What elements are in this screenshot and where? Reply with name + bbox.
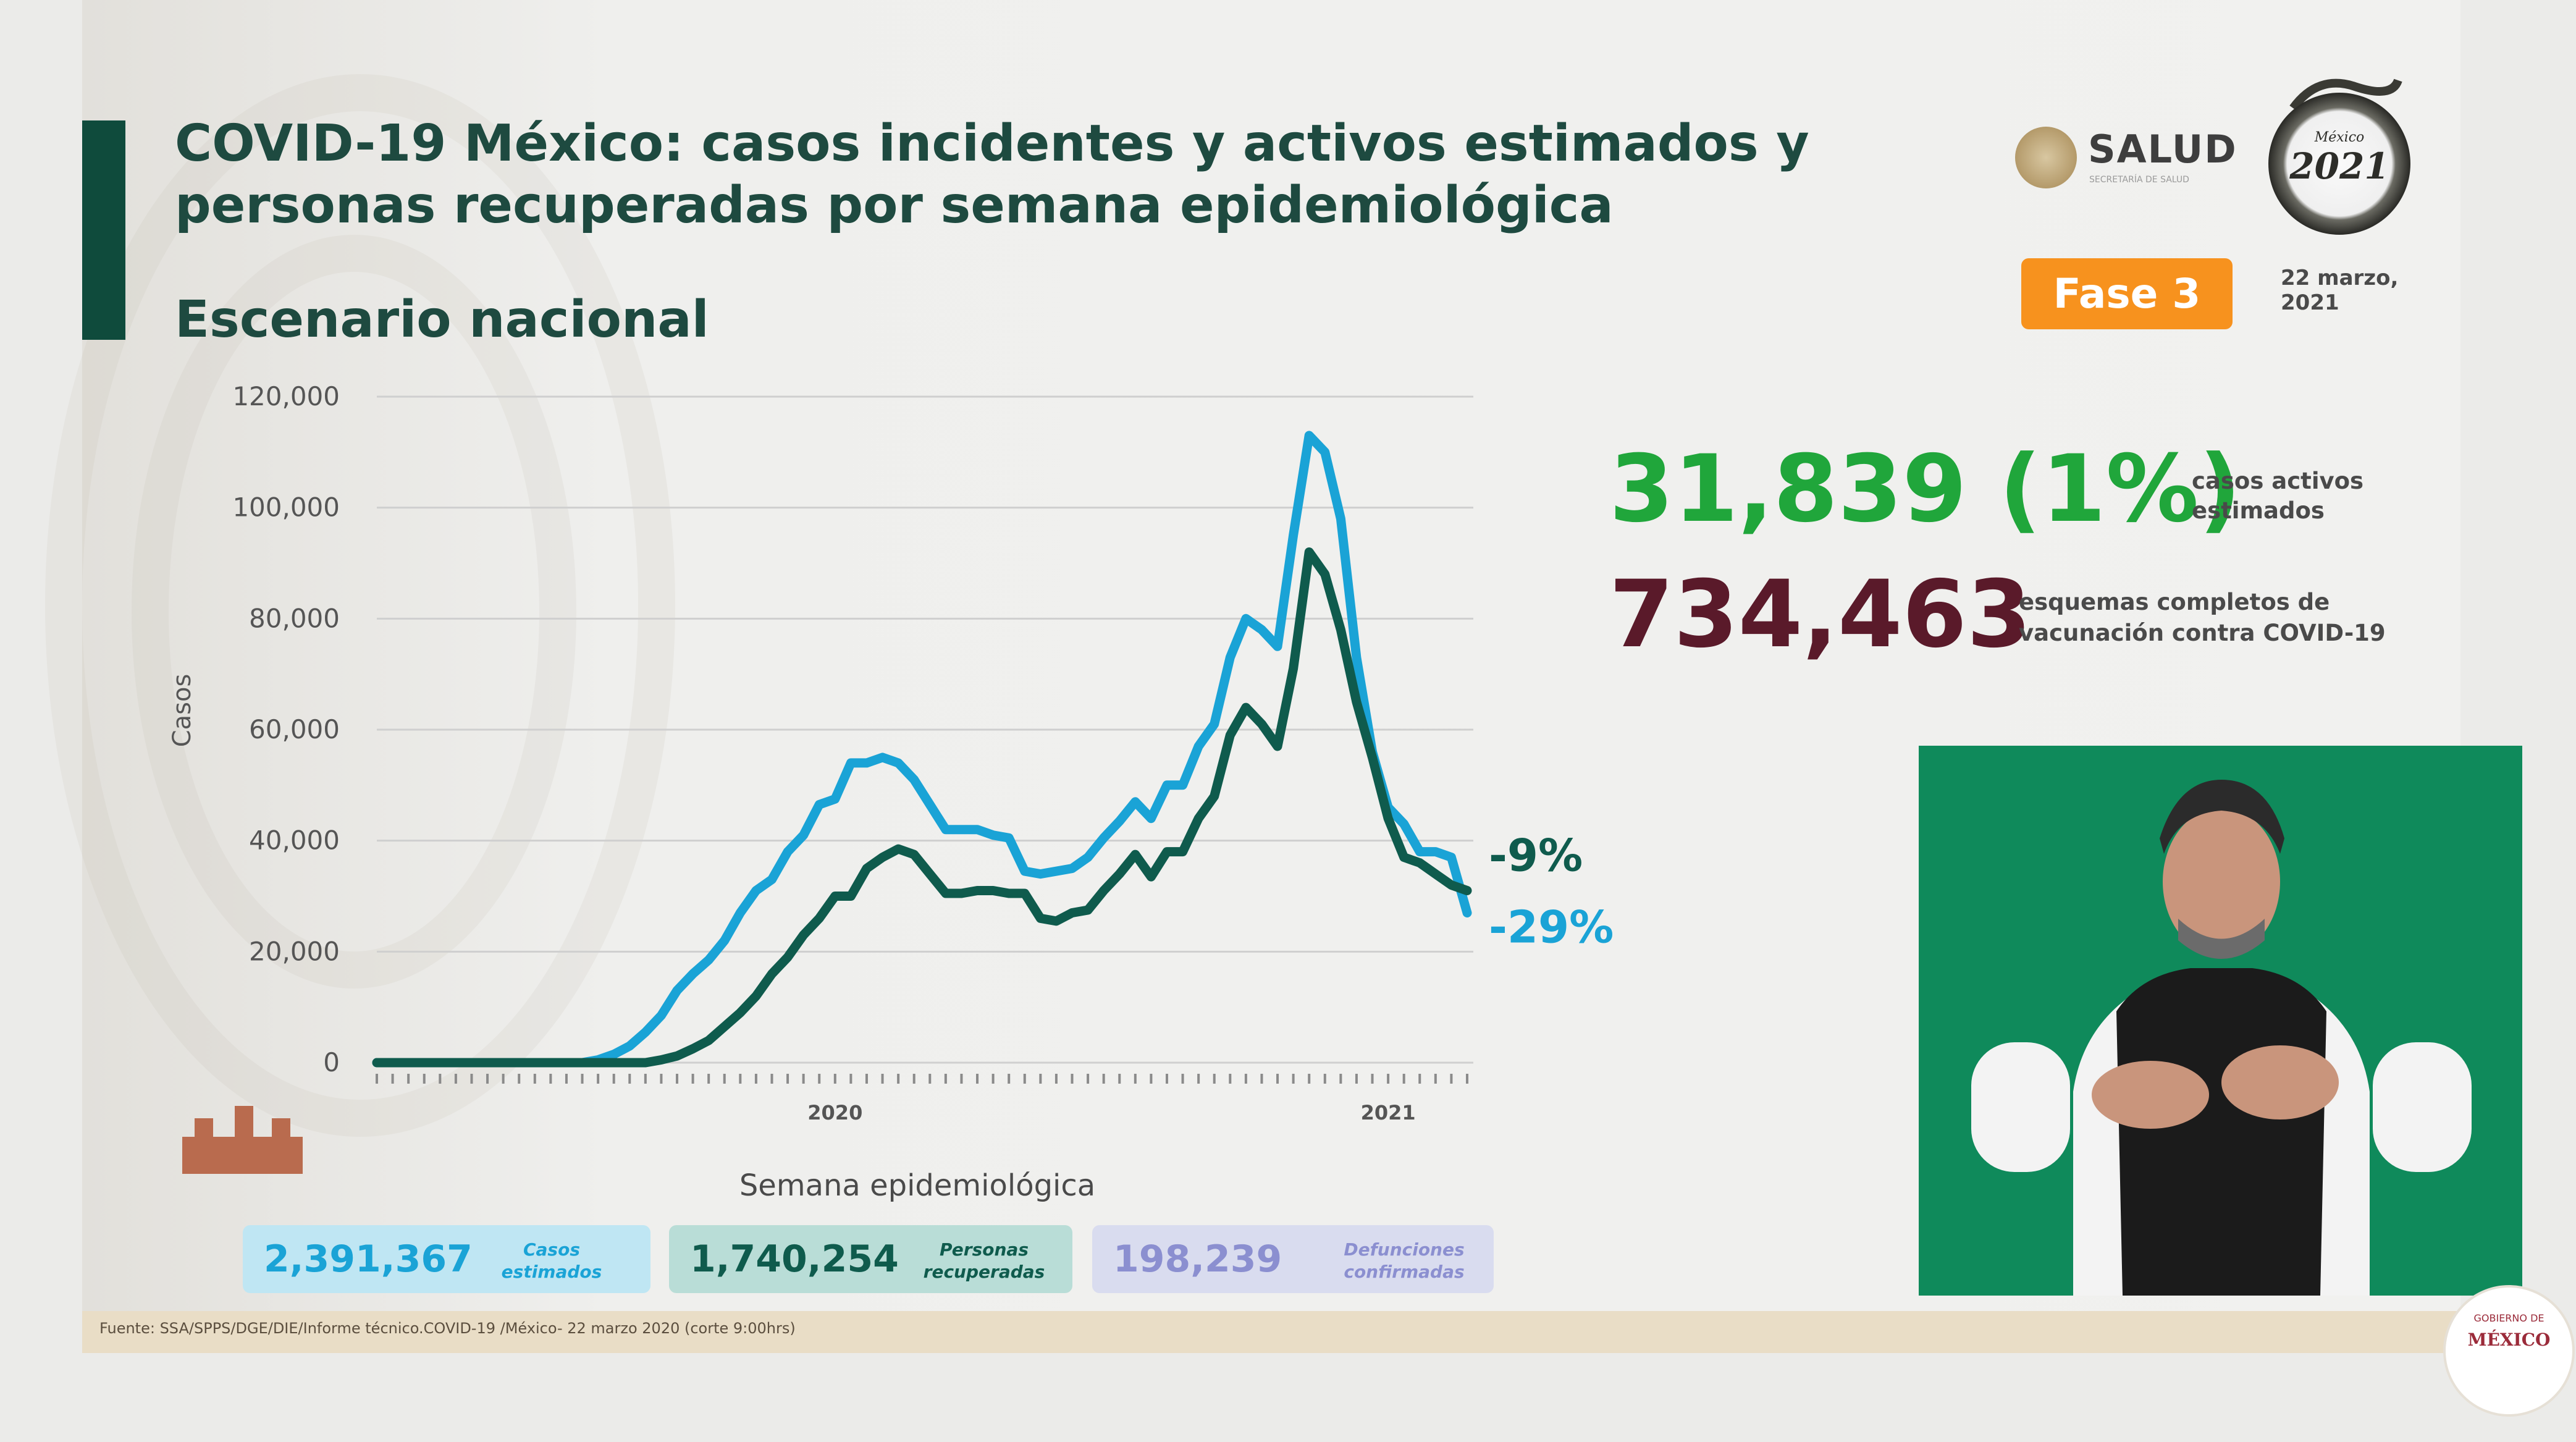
vaccination-label-line-1: esquemas completos de: [2019, 589, 2330, 615]
y-tick-label: 60,000: [249, 714, 340, 744]
kpi-label-line-1: Defunciones: [1344, 1239, 1465, 1260]
salud-logo-text: SALUD: [2088, 127, 2237, 172]
government-building-emblem: [176, 1094, 309, 1217]
page-subtitle: Escenario nacional: [175, 290, 709, 349]
y-tick-label: 20,000: [249, 936, 340, 966]
active-cases-label-line-2: estimados: [2192, 497, 2325, 524]
kpi-confirmed-deaths: 198,239 Defunciones confirmadas: [1092, 1225, 1494, 1293]
vaccination-label: esquemas completos de vacunación contra …: [2019, 587, 2451, 649]
active-cases-label: casos activos estimados: [2192, 466, 2439, 526]
kpi-label: Casos estimados: [487, 1239, 617, 1283]
emblem-text: MÉXICO: [2467, 1330, 2551, 1350]
epidemic-line-chart: 020,00040,00060,00080,000100,000120,000 …: [168, 381, 1614, 1203]
emblem-top-text: GOBIERNO DE: [2473, 1312, 2544, 1324]
kpi-label: Defunciones confirmadas: [1339, 1239, 1469, 1283]
title-line-2: personas recuperadas por semana epidemio…: [175, 176, 1614, 235]
active-cases-line: [372, 547, 1472, 1068]
x-axis-year-label-2020: 2020: [807, 1101, 862, 1124]
kpi-value: 2,391,367: [264, 1238, 473, 1281]
building-icon: [182, 1106, 303, 1174]
salud-logo-subtext: SECRETARÍA DE SALUD: [2089, 175, 2189, 185]
kpi-estimated-cases: 2,391,367 Casos estimados: [243, 1225, 650, 1293]
phase-badge: Fase 3: [2021, 258, 2233, 329]
slide-background: [45, 0, 2460, 1353]
y-tick-label: 0: [323, 1047, 340, 1077]
active-change-label: -9%: [1489, 830, 1583, 882]
sign-language-video: [1919, 746, 2522, 1296]
active-cases-label-line-1: casos activos: [2192, 468, 2364, 494]
kpi-value: 1,740,254: [690, 1238, 899, 1281]
chart-gridlines: [377, 395, 1473, 1064]
date-line-2: 2021: [2281, 290, 2339, 315]
y-tick-label: 100,000: [232, 492, 340, 523]
chart-series: -29% -9%: [372, 431, 1614, 1068]
seal-top-text: México: [2314, 130, 2365, 145]
y-tick-label: 120,000: [232, 381, 340, 411]
x-axis-year-label-2021: 2021: [1361, 1101, 1416, 1124]
kpi-label-line-2: confirmadas: [1344, 1262, 1465, 1282]
incident-cases-line: [372, 431, 1472, 1068]
serpent-icon: [2289, 78, 2402, 111]
source-text: Fuente: SSA/SPPS/DGE/DIE/Informe técnico…: [99, 1320, 796, 1337]
salud-logo: SALUD SECRETARÍA DE SALUD: [2015, 120, 2237, 198]
x-axis-week-ticks: [376, 1074, 1468, 1084]
vaccination-value: 734,463: [1609, 561, 2032, 668]
national-emblem-icon: [2015, 127, 2077, 188]
seal-ring: [2268, 93, 2410, 235]
kpi-label-line-2: estimados: [501, 1262, 602, 1282]
y-axis-label: Casos: [168, 674, 196, 748]
seal-year-text: 2021: [2289, 145, 2389, 187]
y-tick-label: 80,000: [249, 603, 340, 633]
y-axis-ticks: 0 20,000 40,000 60,000 80,000 100,000 120,000: [232, 381, 340, 1077]
y-tick-label: 40,000: [249, 825, 340, 856]
kpi-value: 198,239: [1113, 1238, 1282, 1281]
incident-change-label: -29%: [1489, 901, 1614, 953]
title-line-1: COVID-19 México: casos incidentes y acti…: [175, 114, 1809, 173]
date-line-1: 22 marzo,: [2281, 266, 2399, 290]
kpi-label: Personas recuperadas: [919, 1239, 1049, 1283]
kpi-label-line-2: recuperadas: [923, 1262, 1045, 1282]
kpi-label-line-1: Casos: [523, 1239, 580, 1260]
active-cases-value: 31,839 (1%): [1609, 436, 2241, 543]
kpi-recovered: 1,740,254 Personas recuperadas: [669, 1225, 1072, 1293]
title-accent-bar: [82, 120, 125, 340]
source-footer: Fuente: SSA/SPPS/DGE/DIE/Informe técnico…: [82, 1311, 2460, 1353]
x-axis-label: Semana epidemiológica: [739, 1168, 1095, 1203]
interpreter-figure: [1919, 746, 2522, 1296]
report-date: 22 marzo, 2021: [2281, 266, 2429, 315]
vaccination-label-line-2: vacunación contra COVID-19: [2019, 620, 2386, 646]
kpi-label-line-1: Personas: [940, 1239, 1029, 1260]
mexico-2021-seal: México 2021: [2268, 74, 2414, 241]
gobierno-de-mexico-emblem: GOBIERNO DE MÉXICO: [2443, 1285, 2575, 1417]
page-title: COVID-19 México: casos incidentes y acti…: [175, 113, 1905, 237]
